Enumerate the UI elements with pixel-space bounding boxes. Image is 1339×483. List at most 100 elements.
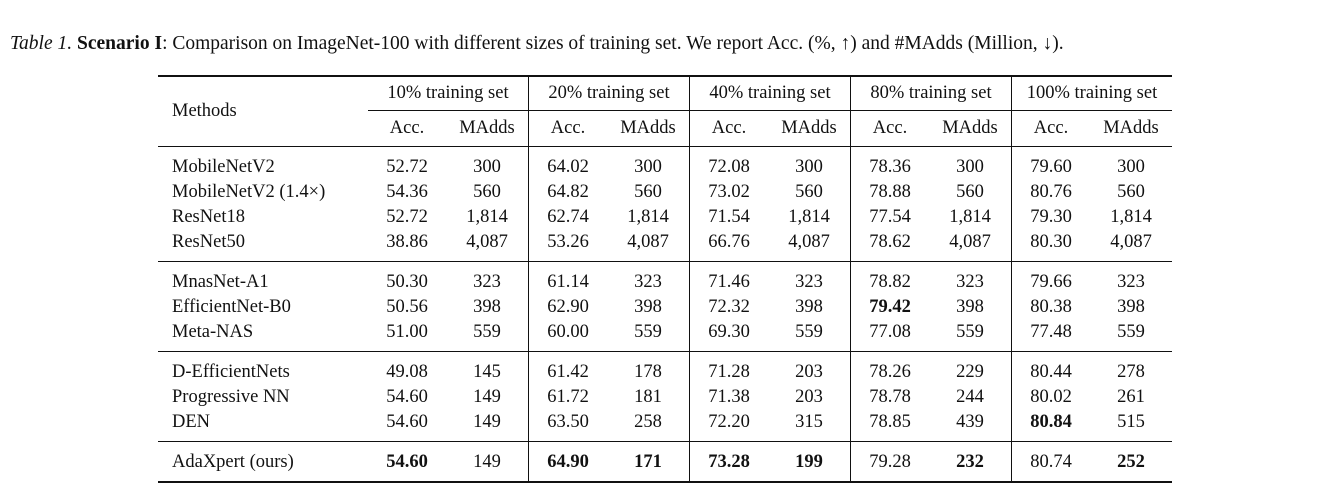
acc-cell: 50.30 bbox=[386, 272, 428, 292]
madds-cell: 398 bbox=[607, 295, 690, 320]
acc-cell: 51.00 bbox=[368, 320, 446, 352]
madds-cell: 398 bbox=[929, 295, 1012, 320]
madds-cell: 261 bbox=[1117, 387, 1145, 407]
madds-cell: 244 bbox=[929, 385, 1012, 410]
acc-cell: 61.14 bbox=[547, 272, 589, 292]
madds-cell: 199 bbox=[768, 441, 851, 483]
acc-cell: 61.72 bbox=[547, 387, 589, 407]
madds-cell: 559 bbox=[446, 320, 529, 352]
acc-header: Acc. bbox=[368, 110, 446, 147]
acc-header: Acc. bbox=[1011, 110, 1090, 147]
madds-cell: 4,087 bbox=[768, 230, 851, 262]
acc-cell: 79.66 bbox=[1030, 272, 1072, 292]
caption-label: Table 1. bbox=[10, 33, 73, 54]
madds-cell: 4,087 bbox=[929, 230, 1012, 262]
acc-header: Acc. bbox=[689, 110, 768, 147]
acc-cell: 66.76 bbox=[689, 230, 768, 262]
madds-header: MAdds bbox=[768, 110, 851, 147]
madds-cell: 258 bbox=[607, 410, 690, 442]
madds-cell: 300 bbox=[929, 146, 1012, 180]
acc-cell: 64.82 bbox=[547, 182, 589, 202]
madds-cell: 398 bbox=[1117, 297, 1145, 317]
madds-header: MAdds bbox=[1090, 110, 1172, 147]
acc-header: Acc. bbox=[850, 110, 929, 147]
acc-cell: 54.60 bbox=[368, 410, 446, 442]
madds-cell: 252 bbox=[1090, 441, 1172, 483]
acc-cell: 79.42 bbox=[869, 297, 911, 317]
acc-cell: 54.36 bbox=[386, 182, 428, 202]
acc-cell: 80.84 bbox=[1011, 410, 1090, 442]
acc-cell: 54.60 bbox=[368, 441, 446, 483]
method-name: MnasNet-A1 bbox=[172, 272, 269, 292]
madds-cell: 229 bbox=[929, 351, 1012, 385]
table-row: Progressive NN 54.60 149 61.72 181 71.38 203 78… bbox=[158, 385, 1172, 410]
caption-text: : Comparison on ImageNet-100 with differ… bbox=[162, 33, 1064, 54]
madds-cell: 178 bbox=[607, 351, 690, 385]
madds-cell: 203 bbox=[768, 385, 851, 410]
acc-cell: 64.90 bbox=[528, 441, 607, 483]
madds-cell: 323 bbox=[768, 261, 851, 295]
acc-cell: 73.02 bbox=[708, 182, 750, 202]
table-row: MobileNetV2 52.72 300 64.02 300 72.08 300 78.36… bbox=[158, 146, 1172, 180]
madds-cell: 4,087 bbox=[446, 230, 529, 262]
table-row: D-EfficientNets 49.08 145 61.42 178 71.28 203 7… bbox=[158, 351, 1172, 385]
madds-cell: 315 bbox=[768, 410, 851, 442]
method-name: ResNet50 bbox=[158, 230, 368, 262]
acc-cell: 38.86 bbox=[368, 230, 446, 262]
acc-cell: 78.82 bbox=[869, 272, 911, 292]
acc-cell: 71.38 bbox=[708, 387, 750, 407]
madds-cell: 232 bbox=[929, 441, 1012, 483]
madds-cell: 323 bbox=[607, 261, 690, 295]
acc-cell: 71.46 bbox=[708, 272, 750, 292]
table-row: MnasNet-A1 50.30 323 61.14 323 71.46 323 78.82 3… bbox=[158, 261, 1172, 295]
madds-cell: 559 bbox=[607, 320, 690, 352]
acc-cell: 54.60 bbox=[386, 387, 428, 407]
madds-cell: 203 bbox=[768, 351, 851, 385]
madds-cell: 398 bbox=[446, 295, 529, 320]
madds-cell: 515 bbox=[1090, 410, 1172, 442]
madds-cell: 560 bbox=[929, 180, 1012, 205]
madds-cell: 1,814 bbox=[446, 205, 529, 230]
madds-header: MAdds bbox=[607, 110, 690, 147]
madds-cell: 559 bbox=[768, 320, 851, 352]
madds-cell: 323 bbox=[446, 261, 529, 295]
madds-cell: 1,814 bbox=[768, 205, 851, 230]
table-row: EfficientNet-B0 50.56 398 62.90 398 72.32 398 7… bbox=[158, 295, 1172, 320]
acc-cell: 62.74 bbox=[547, 207, 589, 227]
acc-cell: 77.48 bbox=[1011, 320, 1090, 352]
acc-cell: 78.26 bbox=[869, 362, 911, 382]
acc-cell: 80.76 bbox=[1030, 182, 1072, 202]
madds-cell: 323 bbox=[929, 261, 1012, 295]
acc-cell: 73.28 bbox=[689, 441, 768, 483]
acc-cell: 80.30 bbox=[1011, 230, 1090, 262]
acc-cell: 72.32 bbox=[708, 297, 750, 317]
madds-cell: 560 bbox=[768, 180, 851, 205]
results-table: Methods 10% training set 20% training se… bbox=[158, 75, 1172, 483]
acc-cell: 78.85 bbox=[850, 410, 929, 442]
acc-cell: 52.72 bbox=[386, 207, 428, 227]
method-name: MobileNetV2 (1.4×) bbox=[172, 182, 326, 202]
madds-cell: 1,814 bbox=[607, 205, 690, 230]
madds-cell: 439 bbox=[929, 410, 1012, 442]
acc-cell: 71.28 bbox=[708, 362, 750, 382]
group-header-40: 40% training set bbox=[689, 76, 851, 111]
madds-cell: 149 bbox=[446, 410, 529, 442]
acc-cell: 64.02 bbox=[547, 157, 589, 177]
acc-cell: 78.78 bbox=[869, 387, 911, 407]
method-name: AdaXpert (ours) bbox=[158, 441, 368, 483]
madds-cell: 560 bbox=[607, 180, 690, 205]
acc-cell: 78.88 bbox=[869, 182, 911, 202]
method-name: Progressive NN bbox=[172, 387, 290, 407]
acc-cell: 78.62 bbox=[850, 230, 929, 262]
group-header-10: 10% training set bbox=[368, 76, 529, 111]
madds-cell: 560 bbox=[1117, 182, 1145, 202]
acc-cell: 69.30 bbox=[689, 320, 768, 352]
table-row: AdaXpert (ours) 54.60 149 64.90 171 73.28 199 7… bbox=[158, 441, 1172, 483]
acc-cell: 72.08 bbox=[708, 157, 750, 177]
methods-header: Methods bbox=[172, 101, 237, 121]
table-caption: Table 1. Scenario I: Comparison on Image… bbox=[10, 33, 1064, 55]
group-header-20: 20% training set bbox=[528, 76, 690, 111]
acc-cell: 62.90 bbox=[547, 297, 589, 317]
acc-cell: 78.36 bbox=[869, 157, 911, 177]
acc-cell: 72.20 bbox=[689, 410, 768, 442]
